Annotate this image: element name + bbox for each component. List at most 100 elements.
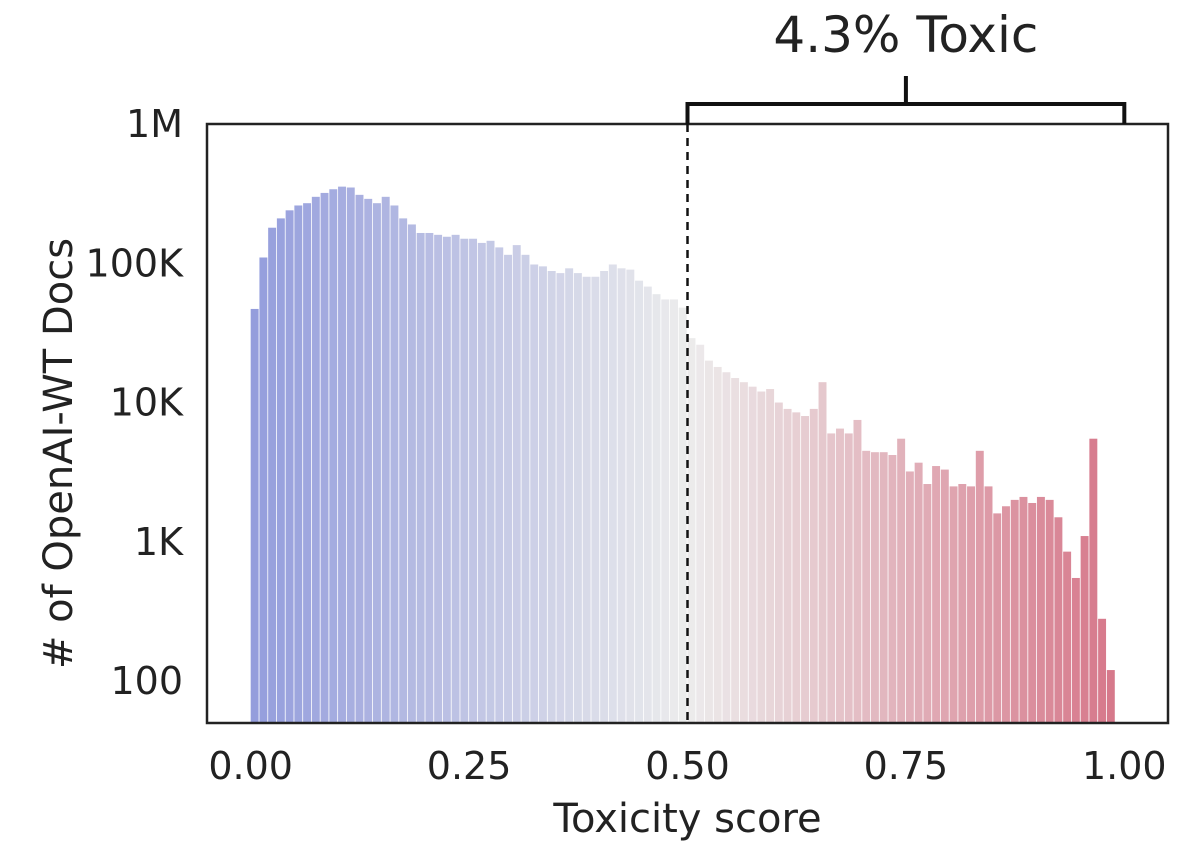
histogram-bar (670, 299, 678, 723)
histogram-bar (836, 428, 844, 723)
histogram-bar (696, 344, 705, 723)
histogram-bar (1045, 499, 1054, 723)
histogram-bar (766, 389, 775, 723)
y-tick-label: 100K (86, 241, 185, 285)
histogram-bar (975, 450, 984, 723)
histogram-bar (1054, 517, 1063, 723)
histogram-bar (923, 484, 932, 723)
histogram-bar (582, 276, 591, 723)
histogram-bar (678, 307, 687, 723)
histogram-bar (442, 236, 451, 723)
histogram-bar (556, 273, 565, 723)
histogram-bar (1036, 496, 1045, 723)
histogram-bar (425, 232, 434, 724)
histogram-bar (355, 194, 364, 724)
histogram-bar (364, 198, 373, 723)
histogram-bar (757, 391, 766, 723)
histogram-bar (486, 240, 495, 724)
histogram-bar (635, 280, 644, 723)
histogram-bar (879, 452, 888, 723)
histogram-bar (311, 196, 320, 723)
histogram-bar (399, 218, 408, 723)
y-tick-label: 1K (134, 520, 184, 564)
histogram-bar (1010, 499, 1019, 723)
toxic-bracket (685, 76, 1127, 124)
histogram-bar (949, 486, 958, 723)
histogram-bar (294, 205, 303, 724)
histogram-bar (626, 269, 635, 723)
histogram-bar (984, 486, 993, 723)
histogram-bar (600, 271, 609, 723)
histogram-bar (407, 224, 416, 723)
x-axis-title: Toxicity score (552, 796, 821, 842)
y-tick-label: 10K (110, 381, 184, 425)
histogram-bar (809, 408, 818, 723)
histogram-bar (390, 205, 399, 724)
histogram-bar (504, 254, 512, 723)
x-tick-label: 0.25 (427, 744, 512, 788)
histogram-bar (1106, 670, 1115, 723)
y-ticks-group: 100 1K 10K 100K 1M (86, 102, 185, 703)
x-ticks-group: 0.00 0.25 0.50 0.75 1.00 (208, 744, 1166, 788)
histogram-bar (591, 276, 600, 723)
histogram-bar (652, 294, 661, 723)
histogram-bar (573, 273, 582, 723)
histogram-bar (958, 484, 967, 723)
histogram-bar (530, 264, 539, 723)
histogram-bar (643, 286, 652, 723)
histogram-bar (713, 366, 722, 723)
histogram-bar (801, 416, 810, 723)
histogram-bar (844, 433, 853, 723)
histogram-bar (477, 242, 486, 724)
histogram-bar (748, 386, 757, 723)
y-tick-label: 100 (110, 659, 183, 703)
histogram-bar (434, 234, 443, 723)
histogram-bar (704, 360, 713, 723)
histogram-bar (722, 372, 731, 723)
histogram-bar (888, 455, 897, 723)
histogram-bar (381, 196, 390, 723)
histogram-bar (687, 338, 696, 723)
histogram-bar (1071, 577, 1080, 723)
histogram-bar (862, 450, 871, 723)
histogram-bar (416, 232, 425, 724)
histogram-bar (565, 268, 574, 723)
histogram-bar (739, 382, 748, 723)
histogram-bar (1002, 506, 1010, 723)
histogram-bar (346, 187, 355, 723)
histogram-bar (818, 382, 827, 723)
histogram-bar (1080, 536, 1089, 723)
histogram-bar (932, 466, 941, 723)
histogram-bar (320, 192, 329, 724)
histogram-bar (495, 247, 504, 723)
histogram-bar (285, 210, 294, 723)
histogram-bar (774, 402, 783, 723)
histogram-bar (897, 438, 906, 723)
histogram-bar (451, 234, 460, 723)
histogram-bar (512, 245, 521, 723)
histogram-bar (1028, 502, 1037, 723)
x-tick-label: 1.00 (1082, 744, 1167, 788)
histogram-bar (521, 254, 530, 723)
histogram-bar (1063, 551, 1072, 723)
histogram-bar (914, 462, 923, 723)
histogram-bar (268, 227, 277, 723)
histogram-bar (853, 419, 862, 723)
histogram-bar (967, 486, 975, 723)
histogram-bar (372, 203, 381, 723)
histogram-bar (547, 271, 556, 723)
histogram-bar (303, 203, 312, 723)
histogram-bar (617, 268, 626, 723)
y-axis-title: # of OpenAI-WT Docs (36, 238, 82, 669)
histogram-bar (338, 186, 346, 723)
histogram-bar (538, 266, 547, 723)
histogram-bar (1098, 618, 1107, 723)
y-tick-label: 1M (126, 102, 183, 146)
x-tick-label: 0.75 (864, 744, 949, 788)
histogram-bar (827, 433, 836, 723)
histogram-bar (460, 238, 469, 724)
histogram-bar (1089, 438, 1098, 723)
histogram-bar (661, 299, 670, 723)
